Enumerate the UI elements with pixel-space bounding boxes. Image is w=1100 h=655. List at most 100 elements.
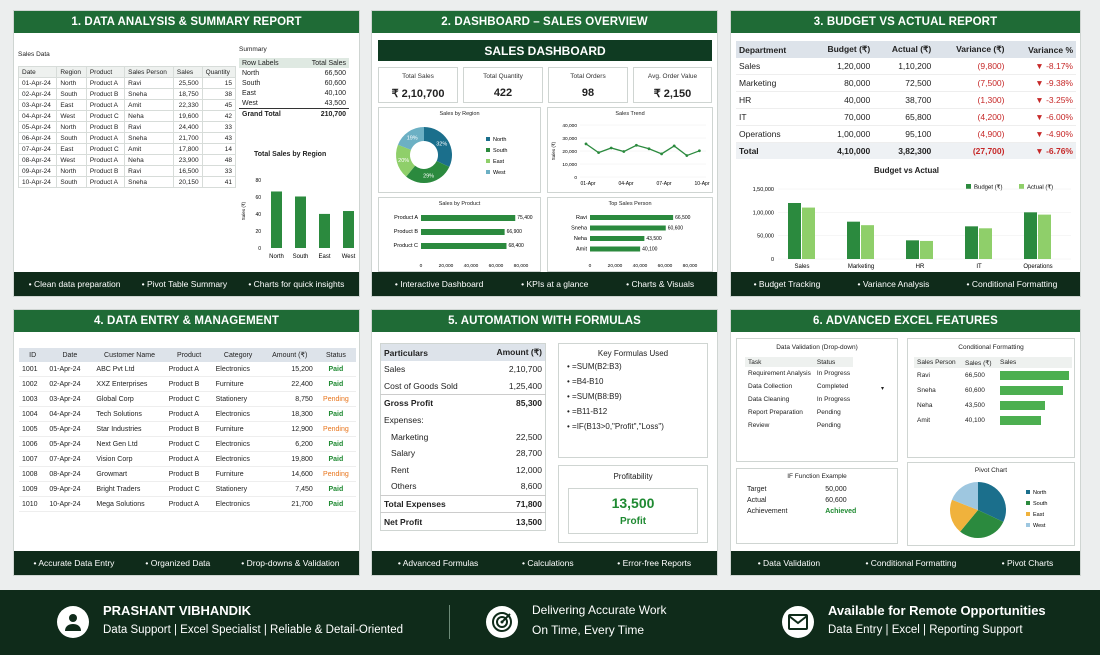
status-dropdown[interactable]: In Progress xyxy=(816,396,851,403)
dashboard-banner: SALES DASHBOARD xyxy=(378,40,712,61)
table-cell: 1009 xyxy=(22,485,38,493)
table-cell: 1010 xyxy=(22,500,38,508)
legend-swatch xyxy=(486,159,490,163)
trend-point xyxy=(660,152,663,156)
slice-label: 32% xyxy=(436,142,447,148)
table-cell: 33 xyxy=(201,165,237,177)
table-cell: West xyxy=(56,154,87,166)
table-row: 1007 07-Apr-24 Vision Corp Product A Electro… xyxy=(19,452,356,467)
x-tick-label: 60,000 xyxy=(658,263,673,269)
table-row: 05-Apr-24 North Product B Ravi 24,400 33 xyxy=(17,121,237,133)
table-cell: 38 xyxy=(201,88,237,100)
footer-item: Advanced Formulas xyxy=(398,558,479,568)
table-cell: 43 xyxy=(201,132,237,144)
table-row: 1001 01-Apr-24 ABC Pvt Ltd Product A Electro… xyxy=(19,362,356,377)
status-dropdown[interactable]: Completed xyxy=(816,383,849,390)
pivot-value: 40,100 xyxy=(324,89,346,97)
table-cell: 1006 xyxy=(22,440,38,448)
box-title: IF Function Example xyxy=(787,473,847,480)
pivot-header[interactable]: Row Labels xyxy=(242,59,279,67)
y-tick-label: 0 xyxy=(771,257,774,263)
table-cell: 09-Apr-24 xyxy=(17,165,58,177)
amount-cell: 8,600 xyxy=(520,481,542,492)
formula-text: =SUM(B8:B9) xyxy=(572,392,622,401)
pivot-value: 66,500 xyxy=(324,69,346,77)
table-cell: Product A xyxy=(168,410,199,418)
variance-pct: -3.25% xyxy=(1046,95,1073,105)
table-cell: Electronics xyxy=(215,455,250,463)
variance-pct-cell: ▼ -6.00% xyxy=(1035,112,1073,122)
budget-table: Department Budget (₹) Actual (₹) Varianc… xyxy=(736,41,1076,159)
formulas-title: Key Formulas Used xyxy=(597,349,669,358)
summary-title: Summary xyxy=(239,46,267,53)
header-cell: Date xyxy=(62,351,78,359)
trend-point xyxy=(647,147,651,151)
legend-label: West xyxy=(1033,523,1046,529)
table-row: 08-Apr-24 West Product A Neha 23,900 48 xyxy=(17,154,237,166)
table-cell: 05-Apr-24 xyxy=(49,425,81,433)
profile-footer: PRASHANT VIBHANDIK Data Support | Excel … xyxy=(0,590,1100,655)
panel-title: 2. DASHBOARD – SALES OVERVIEW xyxy=(372,11,717,33)
table-row: Sales 1,20,000 1,10,200 (9,800) ▼ -8.17% xyxy=(736,58,1076,75)
trend-point xyxy=(584,142,588,146)
if-value: 50,000 xyxy=(825,486,847,493)
table-cell: 19,800 xyxy=(291,455,313,463)
table-cell: Product A xyxy=(85,176,126,188)
table-row: 09-Apr-24 North Product B Ravi 16,500 33 xyxy=(17,165,237,177)
table-cell: 24,400 xyxy=(172,121,203,133)
x-tick-label: Sales xyxy=(794,264,809,270)
status-dropdown[interactable]: Pending xyxy=(816,422,841,429)
total-cell: 3,82,300 xyxy=(898,146,932,156)
box-title: Pivot Chart xyxy=(974,467,1008,474)
table-row: 1004 04-Apr-24 Tech Solutions Product A Elec… xyxy=(19,407,356,422)
tagline-line-2: On Time, Every Time xyxy=(532,623,645,637)
table-cell: Growmart xyxy=(96,470,128,478)
footer-item: Organized Data xyxy=(145,558,211,568)
table-cell: 02-Apr-24 xyxy=(17,88,58,100)
kpi-label: Avg. Order Value xyxy=(647,73,698,80)
table-cell: 10-Apr-24 xyxy=(49,500,81,508)
x-tick-label: 80,000 xyxy=(683,263,698,269)
dropdown-arrow-icon[interactable]: ▾ xyxy=(881,386,885,392)
person-cell: Amit xyxy=(917,417,930,424)
table-cell: (4,900) xyxy=(977,129,1005,139)
x-tick-label: South xyxy=(293,254,309,260)
table-cell: Product B xyxy=(85,165,126,177)
panel-advanced: 6. ADVANCED EXCEL FEATURES Data Validati… xyxy=(730,309,1081,576)
header-cell: Sales xyxy=(172,66,203,78)
kpi-label: Total Sales xyxy=(402,73,434,80)
header-cell: Particulars xyxy=(384,347,428,358)
panel-dashboard: 2. DASHBOARD – SALES OVERVIEW SALES DASH… xyxy=(371,10,718,297)
table-cell: (9,800) xyxy=(977,61,1005,71)
table-cell: 05-Apr-24 xyxy=(49,440,81,448)
task-cell: Data Cleaning xyxy=(748,396,790,403)
status-dropdown[interactable]: In Progress xyxy=(816,370,851,377)
table-cell: 04-Apr-24 xyxy=(49,410,81,418)
kpi-value: ₹ 2,10,700 xyxy=(391,88,445,100)
table-cell: 1,10,200 xyxy=(898,61,932,71)
legend-label: South xyxy=(493,148,507,154)
panel-footer: Data Validation Conditional Formatting Piv… xyxy=(731,551,1080,575)
status-badge: Pending xyxy=(323,470,349,478)
profitability-title: Profitability xyxy=(613,472,653,481)
table-row: 10-Apr-24 South Product A Sneha 20,150 41 xyxy=(17,176,237,188)
table-cell: 15 xyxy=(201,77,237,89)
task-cell: Data Collection xyxy=(748,383,793,390)
conditional-formatting-box: Conditional Formatting Sales Person Sales… xyxy=(907,338,1075,458)
trend-point xyxy=(685,154,689,157)
status-dropdown[interactable]: Pending xyxy=(816,409,841,416)
table-cell: Product C xyxy=(85,143,126,155)
chart-title: Total Sales by Region xyxy=(254,151,327,158)
legend-swatch xyxy=(486,137,490,141)
legend-swatch xyxy=(1026,490,1030,494)
table-cell: North xyxy=(56,77,87,89)
table-row: 1010 10-Apr-24 Mega Solutions Product A Elec… xyxy=(19,497,356,512)
donut-slice xyxy=(424,127,452,167)
x-tick-label: 20,000 xyxy=(608,263,623,269)
profitability-box: Profitability 13,500 Profit xyxy=(558,465,708,543)
budget-bar xyxy=(965,226,978,259)
particular-cell: Gross Profit xyxy=(384,398,434,409)
availability-detail: Data Entry | Excel | Reporting Support xyxy=(828,624,1023,636)
table-cell: North xyxy=(56,121,87,133)
budget-actual-chart: Budget (₹) Actual (₹) 1,50,000 1,00,000 50,0… xyxy=(753,184,1071,270)
